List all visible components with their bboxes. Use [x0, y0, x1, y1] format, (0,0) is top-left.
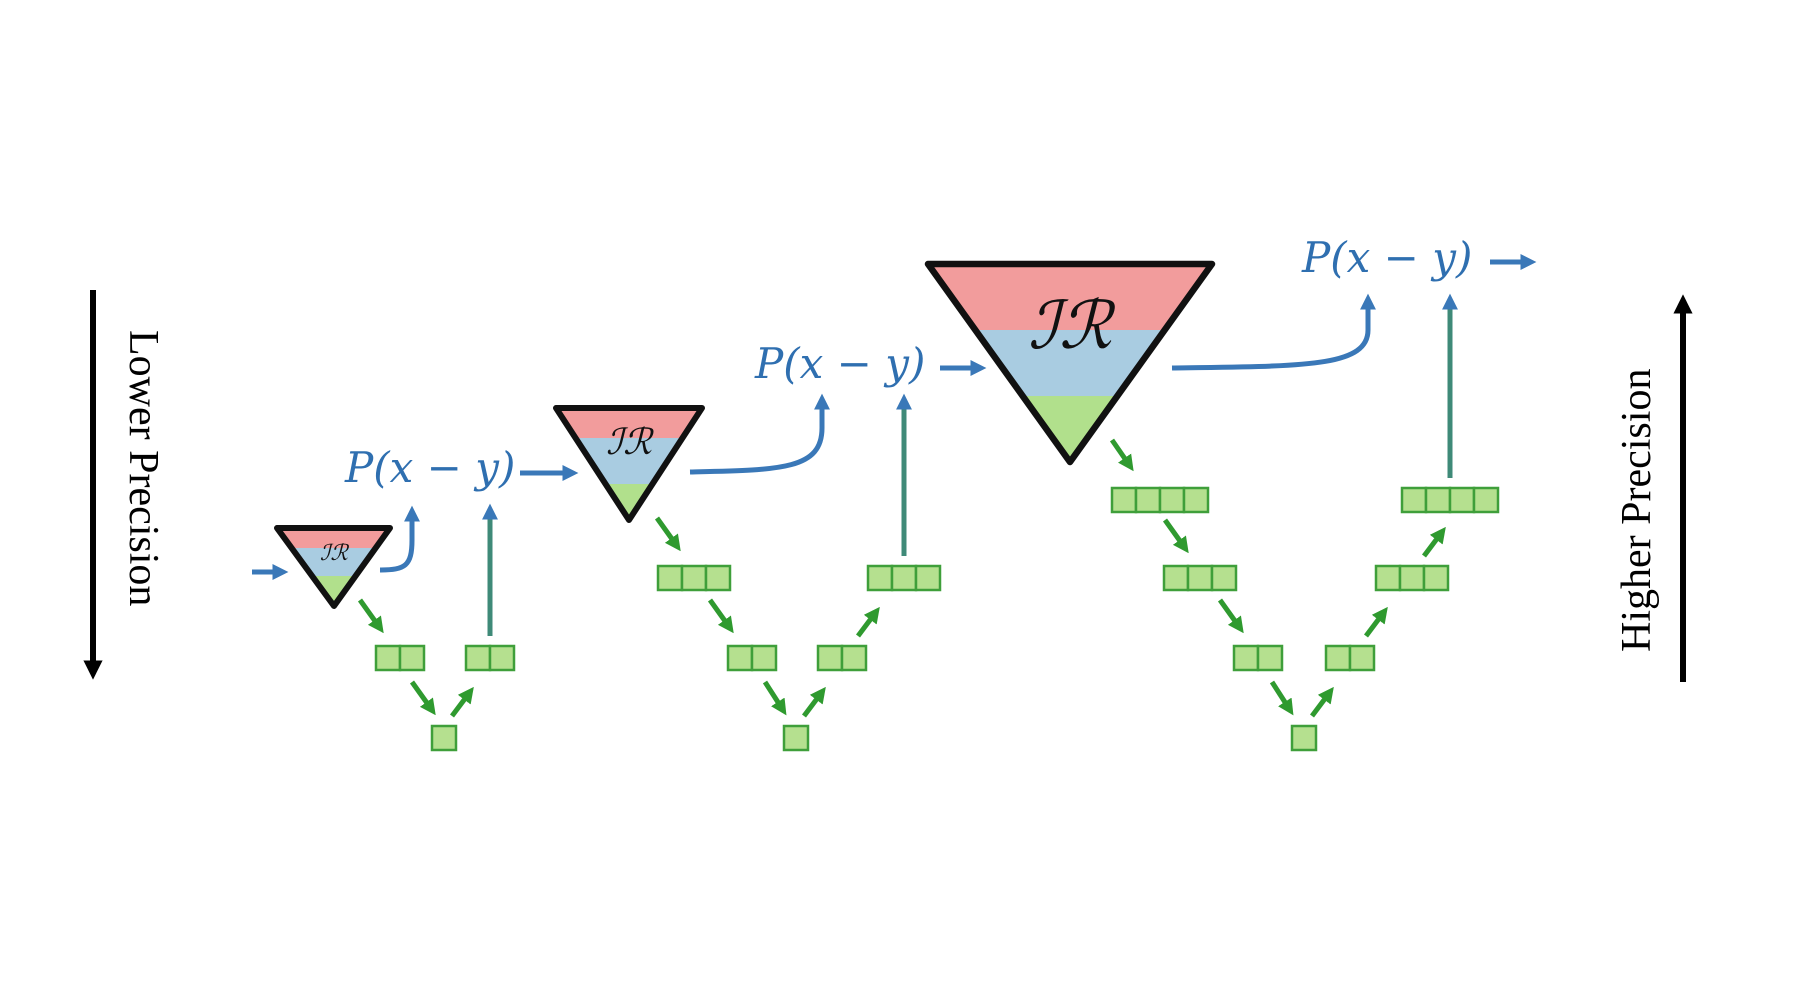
grid-block-1-bottom [430, 724, 458, 752]
grid-block-2-left-mid [726, 644, 778, 672]
grid-block-3-right-mid [1374, 564, 1450, 592]
higher-precision-label: Higher Precision [1614, 369, 1660, 652]
v-down-arrow-2b [707, 598, 734, 634]
grid-block-3-right-top [1400, 486, 1500, 514]
grid-block-2-bottom [782, 724, 810, 752]
grid-block-3-left-top [1110, 486, 1210, 514]
grid-block-1-right [464, 644, 516, 672]
grid-block-1-left [374, 644, 426, 672]
higher-precision-indicator: Higher Precision [1614, 294, 1693, 682]
residual-arrow-stage-2 [689, 393, 831, 475]
grid-block-3-bottom [1290, 724, 1318, 752]
v-up-arrow-1a [450, 686, 474, 718]
residual-label-stage-2: P(x − y) [754, 339, 925, 388]
stage-2: ℐℛ P(x − y) [553, 339, 987, 752]
v-up-arrow-3b [1364, 606, 1388, 638]
v-down-arrow-3d [1269, 680, 1294, 716]
v-down-arrow-1b [409, 680, 436, 716]
v-down-arrow-3c [1217, 598, 1244, 634]
v-up-arrow-3c [1422, 526, 1446, 558]
ir-label-stage-3: ℐℛ [1028, 287, 1116, 364]
stage-1: ℐℛ P(x − y) [252, 443, 579, 752]
residual-arrow-stage-3 [1171, 293, 1377, 371]
v-up-arrow-2b [856, 606, 880, 638]
residual-label-stage-3: P(x − y) [1301, 233, 1472, 282]
v-down-arrow-3a [1109, 438, 1134, 472]
ir-triangle-stage-2: ℐℛ [553, 405, 705, 523]
residual-label-stage-1: P(x − y) [344, 443, 515, 492]
lower-precision-indicator: Lower Precision [83, 290, 166, 680]
grid-block-3-right-low [1324, 644, 1376, 672]
v-up-arrow-3a [1310, 686, 1334, 718]
grid-block-3-left-low [1232, 644, 1284, 672]
residual-arrow-stage-1 [379, 505, 421, 573]
v-down-arrow-2c [762, 680, 787, 716]
grid-block-3-left-mid [1162, 564, 1238, 592]
ir-label-stage-2: ℐℛ [606, 422, 654, 463]
v-down-arrow-1a [357, 598, 384, 634]
v-down-arrow-2a [654, 516, 681, 552]
ir-label-stage-1: ℐℛ [320, 541, 349, 566]
v-down-arrow-3b [1162, 518, 1189, 554]
grid-block-2-left-top [656, 564, 732, 592]
v-up-arrow-2a [802, 686, 826, 718]
grid-block-2-right-mid [816, 644, 868, 672]
lower-precision-label: Lower Precision [120, 330, 166, 606]
grid-block-2-right-top [866, 564, 942, 592]
stage-3: ℐℛ P(x − y) [924, 233, 1537, 752]
